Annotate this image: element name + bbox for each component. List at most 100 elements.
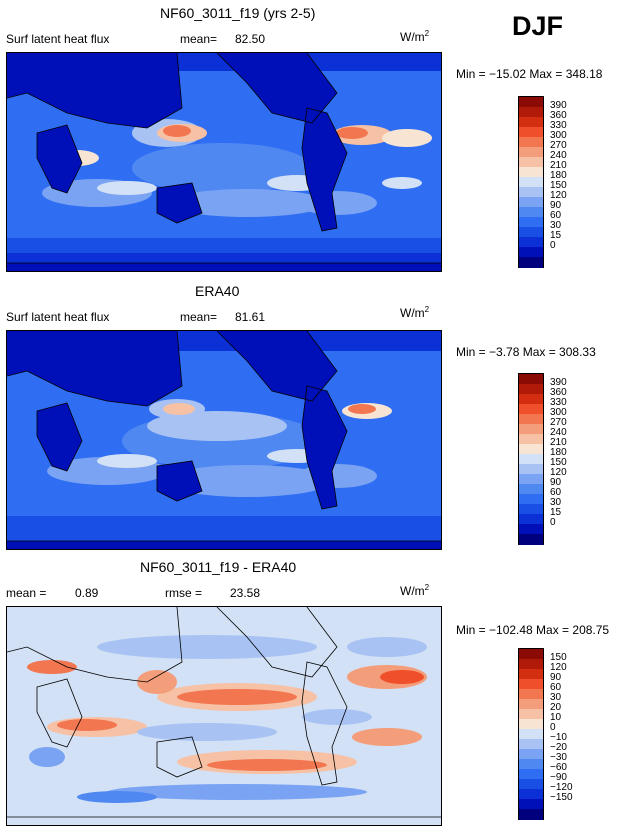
colorbar-tick-label: 30 bbox=[550, 220, 562, 231]
colorbar-tick-label: 390 bbox=[550, 100, 567, 111]
colorbar-swatch bbox=[519, 719, 543, 730]
colorbar-swatch bbox=[519, 524, 543, 535]
colorbar-swatch bbox=[519, 197, 543, 208]
panel-3-colorbar bbox=[518, 648, 544, 820]
colorbar-tick-label: −20 bbox=[550, 742, 567, 753]
colorbar-swatch bbox=[519, 424, 543, 435]
colorbar-tick-label: 15 bbox=[550, 507, 562, 518]
panel-1-minmax: Min = −15.02 Max = 348.18 bbox=[456, 67, 603, 81]
colorbar-swatch bbox=[519, 247, 543, 258]
colorbar-tick-label: 30 bbox=[550, 692, 562, 703]
panel-2-minmax: Min = −3.78 Max = 308.33 bbox=[456, 345, 596, 359]
panel-1-mean-label: mean= bbox=[180, 32, 218, 46]
colorbar-swatch bbox=[519, 444, 543, 455]
panel-3-map bbox=[6, 606, 442, 826]
panel-2-variable: Surf latent heat flux bbox=[6, 310, 110, 324]
colorbar-tick-label: −30 bbox=[550, 752, 567, 763]
colorbar-tick-label: −10 bbox=[550, 732, 567, 743]
colorbar-swatch bbox=[519, 799, 543, 810]
colorbar-tick-label: −120 bbox=[550, 782, 573, 793]
colorbar-tick-label: 120 bbox=[550, 190, 567, 201]
colorbar-swatch bbox=[519, 147, 543, 158]
colorbar-tick-label: 330 bbox=[550, 397, 567, 408]
colorbar-tick-label: 210 bbox=[550, 160, 567, 171]
colorbar-tick-label: 360 bbox=[550, 110, 567, 121]
colorbar-swatch bbox=[519, 649, 543, 660]
colorbar-tick-label: 300 bbox=[550, 407, 567, 418]
colorbar-tick-label: 180 bbox=[550, 447, 567, 458]
panel-3-rmse-value: 23.58 bbox=[230, 586, 261, 600]
colorbar-tick-label: 30 bbox=[550, 497, 562, 508]
panel-1-variable: Surf latent heat flux bbox=[6, 32, 110, 46]
colorbar-swatch bbox=[519, 534, 543, 545]
colorbar-tick-label: 60 bbox=[550, 682, 562, 693]
colorbar-swatch bbox=[519, 769, 543, 780]
colorbar-swatch bbox=[519, 809, 543, 820]
colorbar-tick-label: 60 bbox=[550, 210, 562, 221]
colorbar-swatch bbox=[519, 127, 543, 138]
colorbar-swatch bbox=[519, 659, 543, 670]
colorbar-swatch bbox=[519, 779, 543, 790]
colorbar-swatch bbox=[519, 187, 543, 198]
panel-3-map-field bbox=[7, 607, 441, 825]
colorbar-tick-label: 180 bbox=[550, 170, 567, 181]
colorbar-swatch bbox=[519, 454, 543, 465]
colorbar-swatch bbox=[519, 484, 543, 495]
colorbar-swatch bbox=[519, 739, 543, 750]
panel-3-units: W/m2 bbox=[400, 583, 430, 598]
panel-1-title: NF60_3011_f19 (yrs 2-5) bbox=[160, 5, 316, 21]
colorbar-tick-label: 330 bbox=[550, 120, 567, 131]
colorbar-tick-label: 0 bbox=[550, 240, 556, 251]
colorbar-swatch bbox=[519, 227, 543, 238]
colorbar-tick-label: 150 bbox=[550, 652, 567, 663]
colorbar-swatch bbox=[519, 414, 543, 425]
panel-2-mean-label: mean= bbox=[180, 310, 218, 324]
panel-1-colorbar bbox=[518, 96, 544, 268]
colorbar-tick-label: 270 bbox=[550, 417, 567, 428]
panel-2-map-field bbox=[7, 331, 441, 549]
colorbar-swatch bbox=[519, 237, 543, 248]
colorbar-swatch bbox=[519, 137, 543, 148]
colorbar-tick-label: 60 bbox=[550, 487, 562, 498]
colorbar-tick-label: −90 bbox=[550, 772, 567, 783]
colorbar-tick-label: 90 bbox=[550, 200, 562, 211]
panel-3-mean-value: 0.89 bbox=[75, 586, 99, 600]
colorbar-swatch bbox=[519, 759, 543, 770]
panel-1-map bbox=[6, 52, 442, 272]
panel-2-mean-value: 81.61 bbox=[235, 310, 266, 324]
colorbar-swatch bbox=[519, 699, 543, 710]
colorbar-tick-label: 150 bbox=[550, 457, 567, 468]
colorbar-tick-label: 120 bbox=[550, 467, 567, 478]
season-label: DJF bbox=[512, 11, 564, 41]
colorbar-swatch bbox=[519, 494, 543, 505]
colorbar-swatch bbox=[519, 157, 543, 168]
colorbar-swatch bbox=[519, 374, 543, 385]
colorbar-tick-label: 20 bbox=[550, 702, 562, 713]
panel-3-mean-label: mean = bbox=[6, 586, 47, 600]
colorbar-swatch bbox=[519, 257, 543, 268]
colorbar-tick-label: 240 bbox=[550, 427, 567, 438]
colorbar-swatch bbox=[519, 514, 543, 525]
colorbar-tick-label: −150 bbox=[550, 792, 573, 803]
colorbar-swatch bbox=[519, 789, 543, 800]
colorbar-tick-label: 90 bbox=[550, 477, 562, 488]
colorbar-swatch bbox=[519, 97, 543, 108]
panel-1-units: W/m2 bbox=[400, 29, 430, 44]
colorbar-swatch bbox=[519, 729, 543, 740]
colorbar-swatch bbox=[519, 749, 543, 760]
colorbar-swatch bbox=[519, 464, 543, 475]
colorbar-swatch bbox=[519, 167, 543, 178]
colorbar-tick-label: 390 bbox=[550, 377, 567, 388]
colorbar-swatch bbox=[519, 689, 543, 700]
colorbar-tick-label: 15 bbox=[550, 230, 562, 241]
panel-2-units: W/m2 bbox=[400, 305, 430, 320]
colorbar-swatch bbox=[519, 177, 543, 188]
colorbar-swatch bbox=[519, 107, 543, 118]
colorbar-swatch bbox=[519, 404, 543, 415]
colorbar-tick-label: 240 bbox=[550, 150, 567, 161]
panel-2-map bbox=[6, 330, 442, 550]
colorbar-swatch bbox=[519, 217, 543, 228]
colorbar-tick-label: 0 bbox=[550, 722, 556, 733]
colorbar-tick-label: 360 bbox=[550, 387, 567, 398]
panel-3-rmse-label: rmse = bbox=[165, 586, 203, 600]
